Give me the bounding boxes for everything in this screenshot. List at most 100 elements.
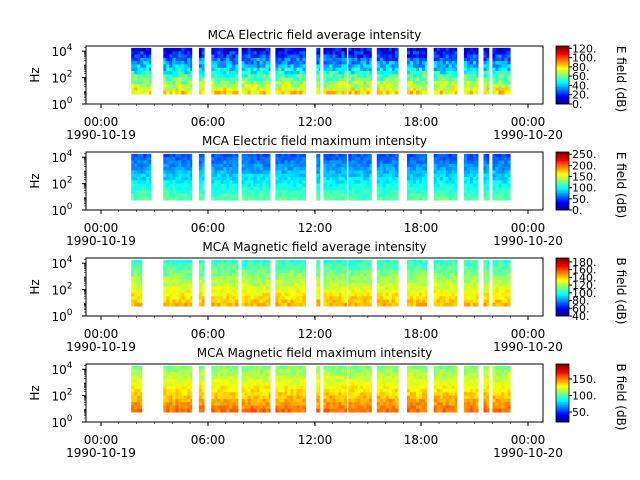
spectrogram-cell [354,286,358,290]
spectrogram-cell [169,292,173,297]
spectrogram-cell [388,173,393,178]
spectrogram-cell [397,67,399,72]
spectrogram-cell [140,77,144,82]
spectrogram-cell [172,173,176,178]
spectrogram-cell [137,302,141,307]
spectrogram-cell [211,395,215,400]
spectrogram-cell [131,276,135,281]
x-tick-label: 00:00 [511,221,546,235]
spectrogram-cell [360,193,364,198]
spectrogram-cell [169,87,173,92]
spectrogram-cell [232,80,236,85]
spectrogram-cell [486,289,490,294]
spectrogram-cell [486,160,490,165]
spectrogram-cell [397,167,399,171]
spectrogram-cell [425,47,427,52]
spectrogram-cell [214,385,218,390]
spectrogram-cell [391,286,396,290]
spectrogram-cell [360,186,364,191]
spectrogram-cell [178,180,182,184]
spectrogram-cell [281,259,285,264]
spectrogram-cell [166,279,170,284]
spectrogram-cell [214,379,218,383]
spectrogram-cell [256,170,260,175]
spectrogram-cell [507,163,511,168]
spectrogram-cell [338,283,342,287]
spectrogram-cell [363,157,367,161]
spectrogram-cell [302,64,306,69]
spectrogram-cell [388,183,393,188]
spectrogram-cell [302,170,306,175]
spectrogram-cell [413,292,417,297]
spectrogram-cell [259,51,263,55]
spectrogram-cell [247,84,251,88]
colorbar-segment [556,82,569,84]
spectrogram-cell [388,153,393,158]
spectrogram-cell [244,77,248,82]
spectrogram-cell [425,80,427,85]
spectrogram-cell [223,57,227,62]
spectrogram-cell [329,87,333,92]
spectrogram-cell [296,54,300,59]
spectrogram-cell [166,84,170,88]
spectrogram-cell [235,283,239,287]
spectrogram-cell [391,263,396,267]
spectrogram-cell [436,74,441,78]
spectrogram-cell [410,157,414,161]
spectrogram-cell [341,266,345,271]
spectrogram-cell [445,183,450,188]
spectrogram-cell [442,153,447,158]
spectrogram-cell [469,259,474,264]
spectrogram-cell [354,296,358,300]
spectrogram-cell [335,292,339,297]
spectrogram-cell [163,90,167,95]
spectrogram-cell [439,84,444,88]
spectrogram-cell [134,269,138,274]
spectrogram-cell [244,153,248,158]
spectrogram-cell [178,157,182,161]
spectrogram-cell [278,259,282,264]
spectrogram-cell [436,90,441,95]
spectrogram-cell [262,193,266,198]
x-tick-label: 06:00 [191,221,226,235]
spectrogram-cell [394,279,399,284]
spectrogram-cell [241,61,245,65]
spectrogram-cell [419,269,423,274]
spectrogram-cell [319,163,321,168]
spectrogram-cell [498,183,502,188]
spectrogram-cell [388,47,393,52]
spectrogram-cell [137,369,141,373]
spectrogram-cell [253,263,257,267]
spectrogram-cell [319,276,321,281]
spectrogram-cell [439,80,444,85]
spectrogram-cell [394,47,399,52]
spectrogram-cell [143,153,147,158]
spectrogram-cell [241,190,245,194]
spectrogram-cell [335,71,339,75]
spectrogram-cell [394,51,399,55]
spectrogram-cell [184,398,188,403]
spectrogram-cell [416,180,420,184]
spectrogram-cell [169,273,173,277]
spectrogram-cell [296,84,300,88]
spectrogram-cell [134,379,138,383]
spectrogram-cell [140,167,144,171]
spectrogram-cell [413,47,417,52]
spectrogram-cell [379,157,384,161]
spectrogram-cell [220,379,224,383]
spectrogram-cell [348,67,352,72]
spectrogram-cell [284,269,288,274]
spectrogram-cell [448,283,453,287]
spectrogram-cell [504,292,508,297]
spectrogram-cell [436,177,441,181]
spectrogram-cell [357,67,361,72]
spectrogram-cell [422,266,426,271]
spectrogram-cell [451,302,456,307]
spectrogram-cell [281,157,285,161]
spectrogram-cell [338,259,342,264]
spectrogram-cell [451,183,456,188]
spectrogram-cell [397,292,399,297]
spectrogram-cell [149,160,152,165]
spectrogram-cell [250,47,254,52]
spectrogram-cell [338,263,342,267]
